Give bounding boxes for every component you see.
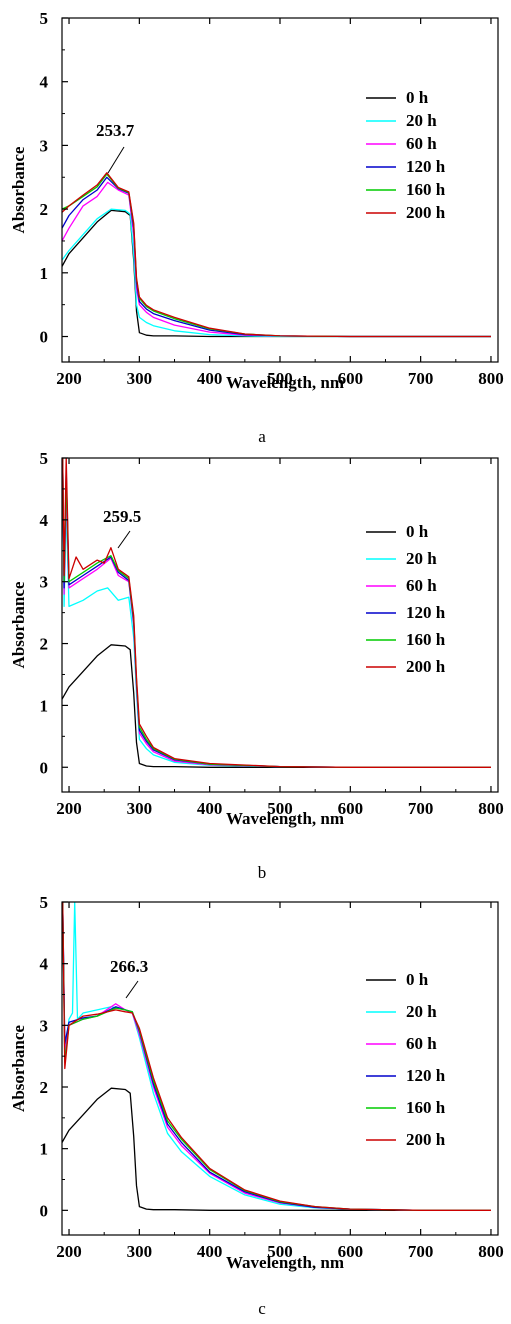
x-tick-label: 700	[408, 799, 434, 818]
legend-label: 60 h	[406, 134, 437, 153]
legend: 0 h 20 h 60 h 120 h 160 h 200 h	[366, 970, 446, 1149]
y-tick-label: 3	[40, 1016, 49, 1035]
legend-label: 120 h	[406, 603, 446, 622]
x-tick-label: 300	[127, 369, 153, 388]
legend-label: 200 h	[406, 657, 446, 676]
legend-label: 0 h	[406, 522, 429, 541]
series-line-0h	[62, 1087, 491, 1211]
chart-panel-a: 200 300 400 500 600 700 800 0 1 2 3 4 5 Wavelength, n…	[9, 9, 504, 446]
legend-label: 200 h	[406, 203, 446, 222]
peak-leader-line	[117, 530, 131, 549]
y-tick-label: 3	[40, 573, 49, 592]
legend: 0 h 20 h 60 h 120 h 160 h 200 h	[366, 522, 446, 676]
y-tick-label: 1	[40, 696, 49, 715]
panel-label: c	[258, 1299, 266, 1318]
legend-label: 200 h	[406, 1130, 446, 1149]
legend-label: 120 h	[406, 1066, 446, 1085]
series-line-20h	[62, 902, 491, 1211]
legend-label: 160 h	[406, 1098, 446, 1117]
series-line-0h	[62, 209, 491, 338]
y-tick-label: 5	[40, 449, 49, 468]
series-line-200h	[62, 458, 491, 768]
x-tick-label: 800	[478, 1242, 504, 1261]
legend-label: 60 h	[406, 576, 437, 595]
x-tick-label: 700	[408, 1242, 434, 1261]
x-tick-label: 600	[338, 799, 364, 818]
x-tick-label: 400	[197, 369, 223, 388]
x-tick-label: 600	[338, 1242, 364, 1261]
x-tick-label: 200	[56, 1242, 82, 1261]
peak-annotation: 266.3	[110, 957, 148, 976]
x-tick-label: 300	[127, 1242, 153, 1261]
y-axis-title: Absorbance	[9, 1025, 28, 1112]
chart-panel-c: 200 300 400 500 600 700 800 0 1 2 3 4 5 Wavelength, n…	[9, 893, 504, 1318]
series-group	[62, 172, 491, 338]
panel-label: a	[258, 427, 266, 446]
y-tick-label: 2	[40, 635, 49, 654]
peak-leader-line	[125, 980, 139, 999]
y-tick-label: 0	[40, 1201, 49, 1220]
x-tick-label: 200	[56, 369, 82, 388]
x-tick-label: 600	[338, 369, 364, 388]
y-axis-title: Absorbance	[9, 581, 28, 668]
y-tick-label: 0	[40, 328, 49, 347]
peak-annotation: 259.5	[103, 507, 141, 526]
x-axis-title: Wavelength, nm	[226, 373, 344, 392]
series-line-200h	[62, 172, 491, 338]
series-group	[62, 902, 491, 1211]
y-tick-label: 4	[40, 73, 49, 92]
legend-label: 120 h	[406, 157, 446, 176]
legend-label: 160 h	[406, 180, 446, 199]
legend-label: 160 h	[406, 630, 446, 649]
y-tick-label: 2	[40, 200, 49, 219]
y-tick-label: 1	[40, 264, 49, 283]
x-tick-label: 700	[408, 369, 434, 388]
x-tick-label: 200	[56, 799, 82, 818]
y-tick-label: 1	[40, 1140, 49, 1159]
x-tick-label: 500	[267, 799, 293, 818]
x-tick-label: 500	[267, 1242, 293, 1261]
series-group	[62, 458, 491, 768]
panel-label: b	[258, 863, 267, 882]
legend-label: 0 h	[406, 970, 429, 989]
x-tick-label: 300	[127, 799, 153, 818]
legend-label: 20 h	[406, 549, 437, 568]
legend-label: 0 h	[406, 88, 429, 107]
y-tick-label: 4	[40, 955, 49, 974]
series-line-160h	[62, 902, 491, 1211]
x-tick-label: 800	[478, 799, 504, 818]
series-line-20h	[62, 208, 491, 338]
y-tick-label: 0	[40, 758, 49, 777]
legend-label: 60 h	[406, 1034, 437, 1053]
y-tick-label: 4	[40, 511, 49, 530]
series-line-120h	[62, 902, 491, 1211]
series-line-120h	[62, 176, 491, 338]
x-tick-label: 400	[197, 1242, 223, 1261]
y-tick-label: 5	[40, 9, 49, 28]
y-axis-title: Absorbance	[9, 146, 28, 233]
peak-leader-line	[107, 146, 125, 174]
y-tick-label: 5	[40, 893, 49, 912]
x-tick-label: 500	[267, 369, 293, 388]
legend-label: 20 h	[406, 111, 437, 130]
x-tick-label: 800	[478, 369, 504, 388]
peak-annotation: 253.7	[96, 121, 135, 140]
y-tick-label: 2	[40, 1078, 49, 1097]
x-tick-label: 400	[197, 799, 223, 818]
legend: 0 h 20 h 60 h 120 h 160 h 200 h	[366, 88, 446, 222]
x-axis-title: Wavelength, nm	[226, 809, 344, 828]
x-axis-title: Wavelength, nm	[226, 1253, 344, 1272]
series-line-200h	[62, 902, 491, 1211]
legend-label: 20 h	[406, 1002, 437, 1021]
series-line-60h	[62, 902, 491, 1211]
y-tick-label: 3	[40, 136, 49, 155]
chart-panel-b: 200 300 400 500 600 700 800 0 1 2 3 4 5 Wavelength, n…	[9, 449, 504, 882]
